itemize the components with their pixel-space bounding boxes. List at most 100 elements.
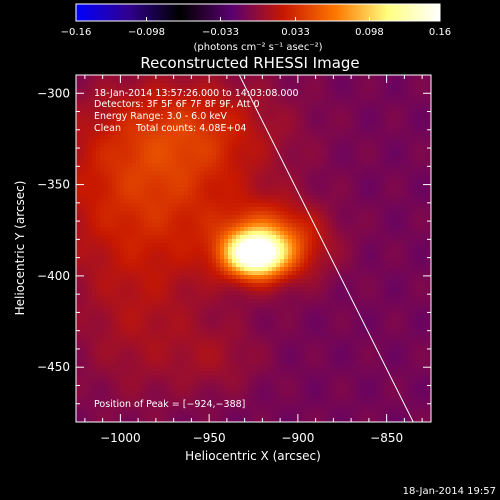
heatmap-cell <box>376 135 381 140</box>
heatmap-cell <box>120 115 125 120</box>
heatmap-cell <box>192 295 197 300</box>
heatmap-cell <box>396 119 401 124</box>
heatmap-cell <box>244 171 249 176</box>
heatmap-cell <box>124 295 129 300</box>
heatmap-cell <box>252 279 257 284</box>
heatmap-cell <box>96 191 101 196</box>
heatmap-cell <box>252 199 257 204</box>
heatmap-cell <box>108 175 113 180</box>
heatmap-cell <box>104 107 109 112</box>
heatmap-cell <box>96 227 101 232</box>
heatmap-cell <box>228 187 233 192</box>
heatmap-cell <box>300 99 305 104</box>
heatmap-cell <box>196 187 201 192</box>
heatmap-cell <box>204 219 209 224</box>
heatmap-cell <box>388 131 393 136</box>
heatmap-cell <box>412 255 417 260</box>
heatmap-cell <box>212 207 217 212</box>
heatmap-cell <box>256 147 261 152</box>
heatmap-cell <box>212 163 217 168</box>
heatmap-cell <box>400 179 405 184</box>
heatmap-cell <box>256 139 261 144</box>
heatmap-cell <box>120 75 125 80</box>
heatmap-cell <box>236 151 241 156</box>
heatmap-cell <box>296 167 301 172</box>
heatmap-cell <box>340 291 345 296</box>
heatmap-cell <box>352 259 357 264</box>
heatmap-cell <box>392 267 397 272</box>
heatmap-cell <box>308 135 313 140</box>
heatmap-cell <box>344 131 349 136</box>
heatmap-cell <box>144 207 149 212</box>
heatmap-cell <box>216 283 221 288</box>
heatmap-cell <box>116 103 121 108</box>
heatmap-cell <box>304 171 309 176</box>
heatmap-cell <box>100 111 105 116</box>
heatmap-cell <box>272 223 277 228</box>
heatmap-cell <box>156 151 161 156</box>
heatmap-cell <box>224 79 229 84</box>
heatmap-cell <box>424 83 429 88</box>
heatmap-cell <box>220 263 225 268</box>
heatmap-cell <box>112 151 117 156</box>
heatmap-cell <box>200 267 205 272</box>
heatmap-cell <box>108 167 113 172</box>
heatmap-cell <box>124 239 129 244</box>
heatmap-cell <box>412 91 417 96</box>
heatmap-cell <box>232 235 237 240</box>
heatmap-cell <box>228 119 233 124</box>
heatmap-cell <box>144 279 149 284</box>
heatmap-cell <box>88 255 93 260</box>
heatmap-cell <box>288 267 293 272</box>
heatmap-cell <box>296 179 301 184</box>
heatmap-cell <box>76 287 81 292</box>
heatmap-cell <box>340 211 345 216</box>
heatmap-cell <box>328 91 333 96</box>
heatmap-cell <box>340 151 345 156</box>
heatmap-cell <box>180 179 185 184</box>
heatmap-cell <box>128 227 133 232</box>
heatmap-cell <box>196 171 201 176</box>
heatmap-cell <box>404 147 409 152</box>
heatmap-cell <box>140 219 145 224</box>
heatmap-cell <box>332 271 337 276</box>
heatmap-cell <box>228 143 233 148</box>
heatmap-cell <box>200 219 205 224</box>
heatmap-cell <box>104 235 109 240</box>
heatmap-cell <box>116 127 121 132</box>
heatmap-cell <box>84 275 89 280</box>
heatmap-cell <box>172 243 177 248</box>
heatmap-cell <box>212 131 217 136</box>
heatmap-cell <box>112 167 117 172</box>
heatmap-cell <box>184 183 189 188</box>
heatmap-cell <box>104 211 109 216</box>
heatmap-cell <box>152 211 157 216</box>
heatmap-cell <box>228 191 233 196</box>
heatmap-cell <box>268 163 273 168</box>
heatmap-cell <box>112 183 117 188</box>
heatmap-cell <box>76 211 81 216</box>
heatmap-cell <box>168 91 173 96</box>
heatmap-cell <box>388 295 393 300</box>
heatmap-cell <box>96 283 101 288</box>
heatmap-cell <box>112 231 117 236</box>
heatmap-cell <box>124 287 129 292</box>
heatmap-cell <box>304 223 309 228</box>
heatmap-cell <box>164 191 169 196</box>
heatmap-cell <box>116 275 121 280</box>
heatmap-cell <box>196 167 201 172</box>
heatmap-cell <box>148 191 153 196</box>
heatmap-cell <box>400 111 405 116</box>
heatmap-cell <box>168 247 173 252</box>
heatmap-cell <box>148 123 153 128</box>
heatmap-cell <box>360 227 365 232</box>
heatmap-cell <box>160 271 165 276</box>
heatmap-cell <box>368 159 373 164</box>
heatmap-cell <box>412 119 417 124</box>
heatmap-cell <box>344 215 349 220</box>
heatmap-cell <box>108 235 113 240</box>
heatmap-cell <box>412 151 417 156</box>
heatmap-cell <box>180 175 185 180</box>
heatmap-cell <box>420 155 425 160</box>
heatmap-cell <box>312 99 317 104</box>
